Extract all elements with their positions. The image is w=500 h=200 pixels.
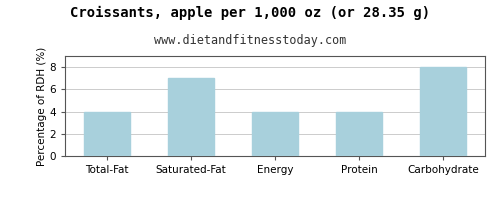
Bar: [252, 112, 298, 156]
Bar: [336, 112, 382, 156]
Text: www.dietandfitnesstoday.com: www.dietandfitnesstoday.com: [154, 34, 346, 47]
Bar: [168, 78, 214, 156]
Text: Croissants, apple per 1,000 oz (or 28.35 g): Croissants, apple per 1,000 oz (or 28.35…: [70, 6, 430, 20]
Y-axis label: Percentage of RDH (%): Percentage of RDH (%): [36, 46, 46, 166]
Bar: [84, 112, 130, 156]
Bar: [420, 67, 466, 156]
